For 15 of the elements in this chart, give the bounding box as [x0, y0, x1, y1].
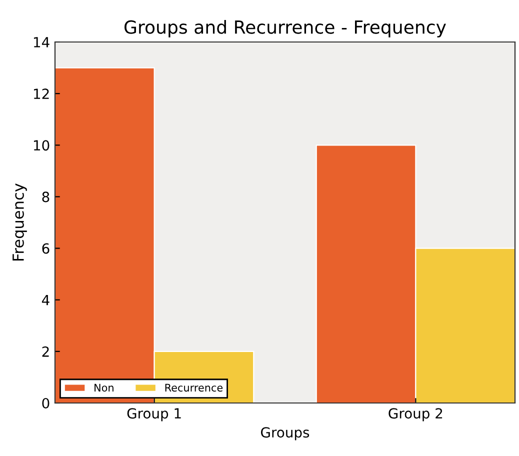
y-tick-label: 14: [34, 37, 50, 48]
y-tick-label: 6: [42, 243, 50, 254]
legend-label: Recurrence: [165, 384, 223, 392]
x-tick-label: Group 1: [127, 408, 181, 422]
y-tick-label: 10: [34, 140, 50, 151]
y-tick-label: 8: [42, 192, 50, 202]
chart-title: Groups and Recurrence - Frequency: [124, 20, 446, 38]
y-tick-label: 0: [42, 398, 50, 408]
y-tick-label: 4: [42, 295, 50, 306]
y-axis-title: Frequency: [12, 183, 27, 260]
legend-label: Non: [94, 384, 114, 392]
x-axis-title: Groups: [261, 427, 310, 440]
y-tick-label: 2: [42, 346, 49, 357]
y-tick-label: 12: [34, 88, 49, 99]
x-tick-label: Group 2: [388, 408, 442, 422]
